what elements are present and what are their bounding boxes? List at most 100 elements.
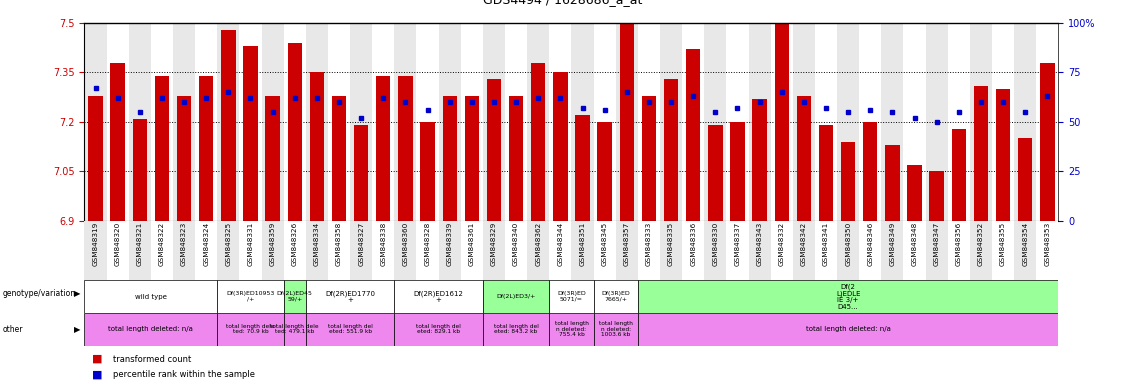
Text: GSM848327: GSM848327 xyxy=(358,222,364,266)
Bar xyxy=(486,79,501,221)
Bar xyxy=(506,221,527,280)
Bar xyxy=(726,221,749,280)
Bar xyxy=(483,280,549,313)
Bar xyxy=(128,23,151,221)
Text: GSM848348: GSM848348 xyxy=(912,222,918,266)
Bar xyxy=(439,221,461,280)
Bar xyxy=(575,115,590,221)
Bar xyxy=(1015,23,1036,221)
Bar xyxy=(885,145,900,221)
Bar xyxy=(107,23,128,221)
Bar xyxy=(306,313,394,346)
Text: ■: ■ xyxy=(92,369,102,379)
Bar xyxy=(598,122,611,221)
Text: GSM848339: GSM848339 xyxy=(447,222,453,266)
Text: ▶: ▶ xyxy=(74,325,81,334)
Bar xyxy=(815,221,837,280)
Text: GSM848361: GSM848361 xyxy=(468,222,475,266)
Bar xyxy=(974,86,989,221)
Text: percentile rank within the sample: percentile rank within the sample xyxy=(113,370,254,379)
Bar xyxy=(571,23,593,221)
Text: GSM848359: GSM848359 xyxy=(269,222,276,266)
Bar xyxy=(443,96,457,221)
Text: Df(3R)ED
7665/+: Df(3R)ED 7665/+ xyxy=(601,291,631,302)
Bar xyxy=(637,280,1058,313)
Bar xyxy=(350,23,373,221)
Text: GSM848354: GSM848354 xyxy=(1022,222,1028,266)
Bar xyxy=(837,221,859,280)
Bar xyxy=(394,313,483,346)
Bar xyxy=(686,50,700,221)
Bar xyxy=(177,96,191,221)
Text: Df(2R)ED1612
+: Df(2R)ED1612 + xyxy=(413,290,464,303)
Bar xyxy=(660,221,682,280)
Bar xyxy=(527,23,549,221)
Bar xyxy=(527,221,549,280)
Bar xyxy=(708,125,723,221)
Bar xyxy=(1036,221,1058,280)
Bar xyxy=(837,23,859,221)
Bar xyxy=(151,221,173,280)
Bar xyxy=(660,23,682,221)
Text: total length
n deleted:
1003.6 kb: total length n deleted: 1003.6 kb xyxy=(599,321,633,337)
Bar xyxy=(637,313,1058,346)
Bar xyxy=(549,313,593,346)
Bar xyxy=(261,221,284,280)
Bar xyxy=(1040,63,1055,221)
Bar xyxy=(394,221,417,280)
Bar xyxy=(793,23,815,221)
Bar xyxy=(553,73,568,221)
Text: total length deleted: n/a: total length deleted: n/a xyxy=(806,326,891,332)
Bar xyxy=(859,23,882,221)
Text: GSM848362: GSM848362 xyxy=(535,222,542,266)
Bar xyxy=(948,23,969,221)
Bar xyxy=(969,23,992,221)
Bar xyxy=(133,119,148,221)
Bar xyxy=(240,221,261,280)
Bar xyxy=(793,221,815,280)
Bar xyxy=(819,125,833,221)
Bar xyxy=(110,63,125,221)
Text: ■: ■ xyxy=(92,354,102,364)
Text: other: other xyxy=(2,325,23,334)
Bar xyxy=(84,221,107,280)
Bar xyxy=(306,23,328,221)
Text: GSM848335: GSM848335 xyxy=(668,222,674,266)
Text: GSM848341: GSM848341 xyxy=(823,222,829,266)
Text: GSM848332: GSM848332 xyxy=(779,222,785,266)
Bar xyxy=(310,73,324,221)
Bar xyxy=(593,23,616,221)
Bar xyxy=(261,23,284,221)
Bar xyxy=(995,89,1010,221)
Bar xyxy=(908,165,922,221)
Bar xyxy=(88,96,102,221)
Bar xyxy=(399,76,412,221)
Bar xyxy=(240,23,261,221)
Text: GSM848330: GSM848330 xyxy=(713,222,718,266)
Bar xyxy=(217,280,284,313)
Bar xyxy=(797,96,811,221)
Text: Df(2
L)EDLE
IE 3/+
D45...: Df(2 L)EDLE IE 3/+ D45... xyxy=(835,283,860,310)
Bar xyxy=(417,221,439,280)
Bar xyxy=(726,23,749,221)
Text: total length deleted: n/a: total length deleted: n/a xyxy=(108,326,194,332)
Text: GSM848356: GSM848356 xyxy=(956,222,962,266)
Bar xyxy=(465,96,479,221)
Bar xyxy=(682,221,704,280)
Text: GSM848347: GSM848347 xyxy=(933,222,940,266)
Bar xyxy=(637,221,660,280)
Bar xyxy=(350,221,373,280)
Text: total length del
eted: 843.2 kb: total length del eted: 843.2 kb xyxy=(493,324,538,334)
Text: GSM848337: GSM848337 xyxy=(734,222,741,266)
Text: GSM848336: GSM848336 xyxy=(690,222,696,266)
Bar xyxy=(461,23,483,221)
Bar xyxy=(217,23,240,221)
Bar xyxy=(483,23,506,221)
Bar xyxy=(549,280,593,313)
Bar xyxy=(217,221,240,280)
Bar xyxy=(903,221,926,280)
Text: total length del
eted: 551.9 kb: total length del eted: 551.9 kb xyxy=(328,324,373,334)
Bar xyxy=(84,280,217,313)
Bar xyxy=(420,122,435,221)
Bar xyxy=(948,221,969,280)
